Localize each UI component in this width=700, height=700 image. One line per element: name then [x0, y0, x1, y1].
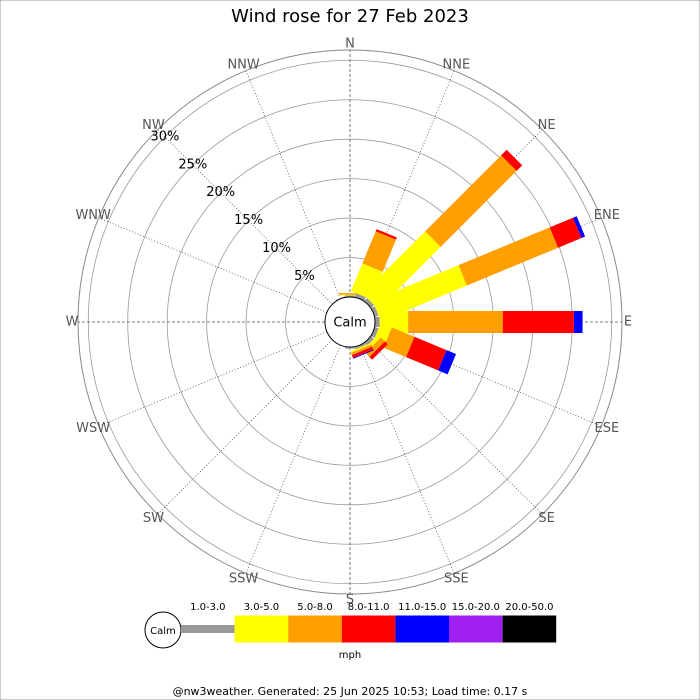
direction-bar [339, 293, 361, 297]
direction-label: ESE [594, 421, 619, 436]
legend-swatch [181, 625, 235, 633]
legend-swatch [449, 615, 503, 643]
bar-segment [369, 341, 388, 360]
legend-label: 20.0-50.0 [505, 602, 553, 613]
bar-segment [362, 231, 441, 310]
direction-label: SE [538, 511, 554, 526]
legend-label: 8.0-11.0 [348, 602, 390, 613]
bar-segment [408, 311, 503, 333]
spoke [372, 331, 602, 427]
bar-segment [339, 293, 361, 295]
r-tick-label: 15% [234, 213, 263, 228]
direction-label: W [66, 315, 79, 330]
direction-label: SSW [229, 571, 259, 586]
bar-segment [350, 343, 372, 353]
r-tick-label: 25% [178, 157, 207, 172]
direction-label: N [345, 37, 355, 52]
bar-segment [362, 231, 397, 272]
legend-swatch [395, 615, 449, 643]
direction-label: WSW [76, 421, 110, 436]
direction-label: E [624, 315, 632, 330]
footer: @nw3weather. Generated: 25 Jun 2025 10:5… [173, 685, 528, 698]
bar-segment [573, 311, 583, 333]
bar-segment [364, 297, 375, 308]
bar-segment [406, 336, 447, 371]
chart-title: Wind rose for 27 Feb 2023 [231, 6, 469, 27]
legend-unit: mph [339, 650, 361, 661]
calm-circle [324, 296, 376, 348]
bar-segment [375, 317, 380, 327]
legend-swatch [288, 615, 342, 643]
direction-label: SSE [444, 571, 469, 586]
bar-segment [353, 349, 374, 359]
bar-segment [371, 326, 379, 338]
spoke [245, 344, 341, 574]
legend-label: 15.0-20.0 [452, 602, 500, 613]
r-tick-label: 20% [206, 185, 235, 200]
direction-label: NE [538, 118, 556, 133]
legend-label: 3.0-5.0 [244, 602, 279, 613]
bar-segment [354, 293, 366, 301]
legend-calm-label: Calm [150, 626, 176, 637]
bar-segment [354, 343, 366, 350]
direction-bar [362, 149, 523, 310]
bar-segment [350, 344, 373, 356]
r-tick-label: 30% [150, 129, 179, 144]
direction-label: NNE [443, 58, 471, 73]
direction-label: ENE [594, 208, 620, 223]
bar-segment [501, 149, 523, 171]
legend-label: 5.0-8.0 [297, 602, 332, 613]
bar-segment [502, 311, 574, 333]
spoke [367, 339, 543, 515]
bar-segment [364, 336, 375, 347]
direction-label: NW [142, 118, 165, 133]
direction-label: WNW [75, 208, 111, 223]
spoke [157, 129, 333, 305]
spoke [245, 70, 341, 300]
spoke [98, 331, 328, 427]
direction-bar [371, 216, 586, 322]
bar-segment [371, 306, 379, 318]
legend-swatch [234, 615, 289, 643]
bar-segment [365, 337, 385, 357]
spoke [98, 217, 328, 313]
direction-bar [371, 322, 457, 375]
legend-swatch [341, 615, 396, 643]
legend-label: 11.0-15.0 [398, 602, 446, 613]
bar-segment [372, 265, 467, 322]
direction-bar [350, 343, 374, 359]
spoke [359, 344, 455, 574]
r-tick-label: 10% [262, 241, 291, 256]
bar-segment [383, 327, 415, 358]
bar-segment [458, 227, 559, 286]
bar-segment [351, 346, 374, 359]
r-tick-label: 5% [294, 269, 315, 284]
bar-segment [549, 217, 582, 248]
legend-swatch [502, 615, 557, 643]
bar-segment [345, 295, 355, 297]
legend-label: 1.0-3.0 [190, 602, 225, 613]
bar-segment [438, 350, 457, 375]
direction-bar [345, 347, 355, 349]
bar-segment [345, 347, 355, 349]
direction-label: S [346, 593, 354, 608]
bar-segment [425, 155, 517, 247]
calm-label: Calm [333, 316, 366, 331]
spoke [157, 339, 333, 515]
spoke [359, 70, 455, 300]
direction-label: SW [143, 511, 164, 526]
bar-segment [375, 229, 397, 240]
direction-label: NNW [227, 58, 259, 73]
direction-bar [375, 311, 583, 333]
bar-segment [339, 294, 361, 296]
bar-segment [573, 216, 586, 239]
